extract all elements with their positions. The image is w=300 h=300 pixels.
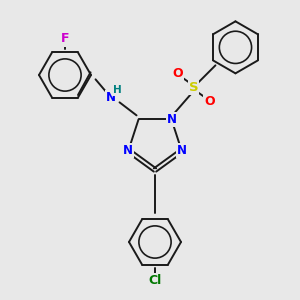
Text: S: S	[189, 81, 198, 94]
Text: N: N	[106, 91, 116, 104]
Text: N: N	[167, 113, 176, 126]
Text: Cl: Cl	[148, 274, 162, 286]
Text: N: N	[123, 144, 134, 157]
Text: O: O	[172, 67, 183, 80]
Text: F: F	[61, 32, 69, 46]
Text: O: O	[204, 95, 215, 108]
Text: N: N	[177, 144, 187, 157]
Text: H: H	[113, 85, 122, 95]
